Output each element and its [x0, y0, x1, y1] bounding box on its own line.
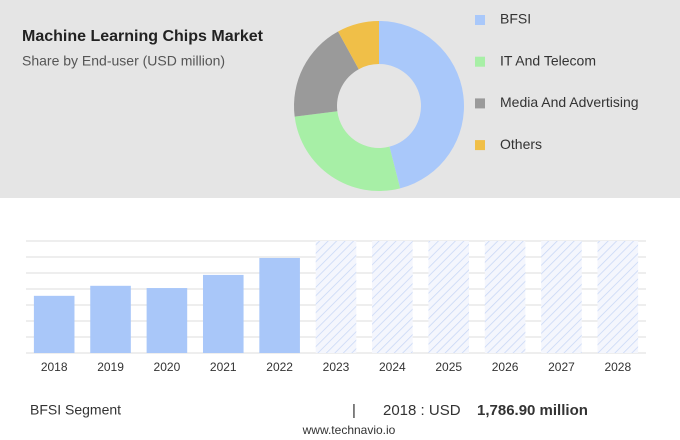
x-tick-label: 2022	[266, 360, 293, 374]
footer-year: 2018 : USD	[383, 402, 461, 419]
x-tick-label: 2026	[492, 360, 519, 374]
footer-separator: |	[352, 402, 356, 419]
chart-subtitle: Share by End-user (USD million)	[22, 53, 225, 69]
x-tick-label: 2019	[97, 360, 124, 374]
donut	[294, 21, 465, 191]
forecast-placeholder	[541, 241, 582, 353]
footer-value: 1,786.90 million	[477, 402, 588, 419]
forecast-placeholder	[597, 241, 639, 353]
x-tick-label: 2025	[435, 360, 462, 374]
legend-swatch	[475, 56, 485, 67]
bar	[146, 288, 188, 353]
bar-chart: 2018 2019 2020 2021 2022 2023 2024 2025 2026 2027…	[26, 240, 646, 374]
forecast-placeholder	[372, 241, 413, 353]
bar	[33, 295, 75, 353]
legend-swatch	[475, 140, 485, 151]
legend-swatch	[475, 98, 485, 109]
bar	[259, 257, 300, 353]
legend: BFSI IT And Telecom Media And Advertising O…	[475, 11, 639, 152]
donut-segment	[379, 21, 465, 189]
x-tick-label: 2023	[323, 360, 350, 374]
bar	[90, 285, 131, 353]
legend-swatch	[475, 15, 485, 25]
x-tick-label: 2028	[604, 360, 631, 374]
donut-segment	[294, 31, 359, 117]
forecast-placeholder	[428, 241, 470, 353]
x-tick-label: 2024	[379, 360, 406, 374]
bar	[202, 274, 244, 353]
footer-source: www.technavio.io	[302, 423, 396, 437]
legend-label: Others	[500, 136, 542, 152]
forecast-placeholder	[315, 241, 357, 353]
donut-segment	[338, 21, 379, 70]
x-tick-label: 2027	[548, 360, 575, 374]
chart-title: Machine Learning Chips Market	[22, 28, 264, 45]
legend-label: IT And Telecom	[500, 52, 596, 68]
legend-label: Media And Advertising	[500, 94, 639, 110]
donut-segment	[294, 111, 401, 191]
x-tick-label: 2021	[210, 360, 237, 374]
forecast-placeholder	[484, 241, 526, 353]
footer-segment: BFSI Segment	[30, 402, 121, 418]
x-tick-label: 2020	[154, 360, 181, 374]
legend-label: BFSI	[500, 11, 531, 27]
x-tick-label: 2018	[41, 360, 68, 374]
